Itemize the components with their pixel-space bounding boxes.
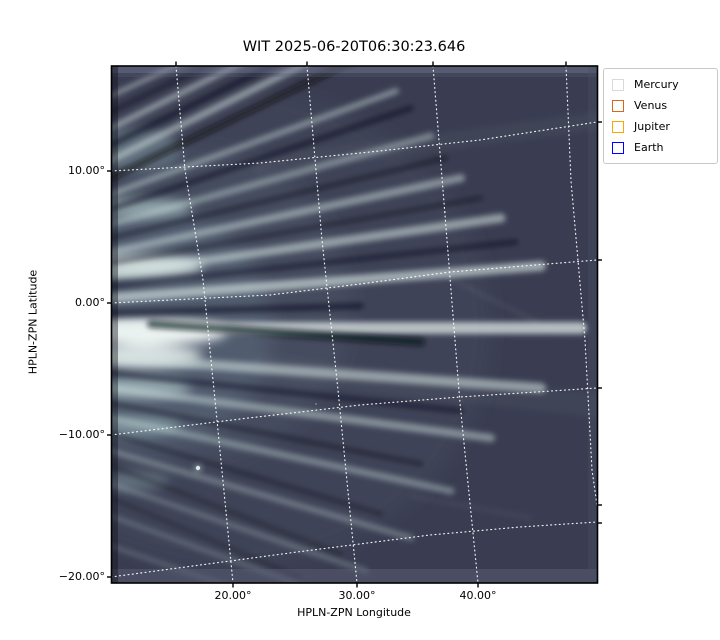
legend-label-venus: Venus xyxy=(634,99,668,112)
graticule xyxy=(111,66,597,583)
gridline-lon-40 xyxy=(432,66,479,583)
x-tick-label-30: 30.00° xyxy=(338,589,376,602)
legend-item-jupiter: Jupiter xyxy=(612,116,709,137)
image-top-band2 xyxy=(111,73,597,77)
y-tick-label-0: 0.00° xyxy=(75,296,105,309)
y-tick-label-neg20: −20.00° xyxy=(58,570,105,583)
legend-item-earth: Earth xyxy=(612,137,709,158)
gridline-lon-30 xyxy=(306,66,358,583)
image-left-strip xyxy=(111,66,118,583)
legend-label-earth: Earth xyxy=(634,141,664,154)
legend: Mercury Venus Jupiter Earth xyxy=(603,68,718,164)
coronal-image xyxy=(111,66,597,583)
mercury-marker-icon xyxy=(612,78,624,91)
gridline-lon-50 xyxy=(565,66,597,506)
venus-marker-icon xyxy=(612,99,624,112)
gridline-lat-neg10 xyxy=(111,387,597,436)
y-tick-label-10: 10.00° xyxy=(68,164,105,177)
x-axis-label: HPLN-ZPN Longitude xyxy=(297,606,411,619)
legend-label-mercury: Mercury xyxy=(634,78,679,91)
legend-label-jupiter: Jupiter xyxy=(634,120,670,133)
jupiter-marker-icon xyxy=(612,120,624,133)
tick-marks xyxy=(107,61,602,588)
legend-item-mercury: Mercury xyxy=(612,74,709,95)
legend-item-venus: Venus xyxy=(612,95,709,116)
gridline-lat-0 xyxy=(111,259,597,304)
x-tick-label-20: 20.00° xyxy=(214,589,252,602)
earth-marker-icon xyxy=(612,141,624,154)
plot-title: WIT 2025-06-20T06:30:23.646 xyxy=(242,39,466,55)
y-tick-label-neg10: −10.00° xyxy=(58,428,105,441)
image-top-band xyxy=(111,66,597,73)
gridline-lat-neg20 xyxy=(111,521,597,578)
axes-frame xyxy=(110,65,599,584)
image-bottom-band xyxy=(111,569,597,583)
gridline-lon-20 xyxy=(175,66,234,583)
bright-streaks xyxy=(111,66,597,583)
x-tick-label-40: 40.00° xyxy=(459,589,497,602)
gridline-lat-10 xyxy=(111,121,597,172)
dark-lanes xyxy=(111,66,519,580)
y-axis-label: HPLN-ZPN Latitude xyxy=(26,269,40,375)
image-right-strip xyxy=(588,66,597,583)
